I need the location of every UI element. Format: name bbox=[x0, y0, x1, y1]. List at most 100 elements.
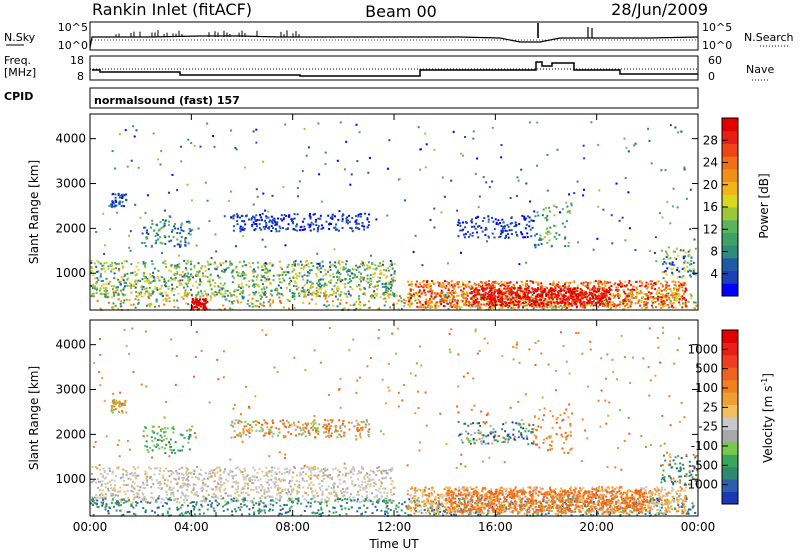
range-cell bbox=[584, 293, 587, 296]
range-cell bbox=[689, 293, 692, 296]
range-cell bbox=[364, 303, 367, 306]
range-cell bbox=[658, 212, 661, 215]
range-cell bbox=[597, 285, 600, 288]
range-cell bbox=[421, 264, 424, 267]
range-cell bbox=[429, 306, 432, 309]
range-cell bbox=[205, 307, 208, 310]
range-cell bbox=[214, 282, 217, 285]
range-cell bbox=[473, 297, 476, 299]
range-cell bbox=[124, 493, 127, 496]
range-cell bbox=[618, 303, 621, 306]
range-cell bbox=[490, 304, 493, 307]
range-cell bbox=[243, 260, 246, 263]
range-cell bbox=[206, 199, 209, 202]
range-cell bbox=[486, 295, 489, 298]
range-cell bbox=[252, 280, 255, 282]
range-cell bbox=[278, 274, 280, 277]
range-cell bbox=[483, 288, 485, 291]
range-cell bbox=[512, 300, 514, 303]
range-cell bbox=[304, 491, 306, 494]
range-cell bbox=[507, 302, 510, 304]
range-cell bbox=[183, 274, 186, 277]
range-cell bbox=[276, 498, 279, 501]
range-cell bbox=[629, 305, 632, 308]
range-cell bbox=[422, 280, 425, 282]
range-cell bbox=[223, 215, 226, 218]
range-cell bbox=[521, 283, 524, 286]
range-cell bbox=[327, 295, 330, 298]
range-cell bbox=[329, 217, 332, 220]
range-cell bbox=[430, 294, 433, 297]
range-cell bbox=[538, 238, 541, 241]
range-cell bbox=[246, 473, 249, 476]
range-cell bbox=[598, 303, 601, 306]
range-cell bbox=[332, 468, 335, 471]
range-cell bbox=[150, 275, 153, 278]
range-cell bbox=[195, 294, 198, 297]
range-cell bbox=[599, 294, 602, 297]
range-cell bbox=[538, 298, 541, 301]
range-cell bbox=[241, 473, 244, 476]
range-cell bbox=[613, 283, 616, 286]
range-cell bbox=[201, 486, 204, 489]
range-cell bbox=[113, 487, 116, 490]
range-cell bbox=[219, 282, 222, 285]
range-cell bbox=[91, 496, 94, 499]
range-cell bbox=[160, 150, 163, 153]
range-cell bbox=[579, 301, 581, 304]
range-cell bbox=[529, 304, 532, 307]
range-cell bbox=[509, 287, 512, 290]
range-cell bbox=[145, 477, 148, 480]
range-cell bbox=[244, 469, 246, 472]
range-cell bbox=[246, 482, 249, 485]
range-cell bbox=[153, 473, 156, 476]
range-cell bbox=[549, 301, 552, 304]
range-cell bbox=[121, 476, 124, 479]
range-cell bbox=[130, 291, 133, 294]
range-cell bbox=[351, 480, 354, 483]
range-cell bbox=[178, 262, 181, 265]
range-cell bbox=[569, 302, 572, 305]
range-cell bbox=[304, 291, 307, 294]
range-cell bbox=[90, 259, 93, 262]
range-cell bbox=[297, 195, 299, 198]
range-cell bbox=[383, 304, 386, 307]
range-cell bbox=[173, 264, 176, 267]
range-cell bbox=[254, 270, 257, 273]
range-cell bbox=[360, 500, 363, 503]
range-cell bbox=[621, 282, 624, 285]
range-cell bbox=[244, 478, 247, 481]
range-cell bbox=[673, 298, 676, 301]
range-cell bbox=[163, 303, 166, 306]
range-cell bbox=[609, 308, 612, 310]
range-cell bbox=[365, 495, 368, 498]
range-cell bbox=[328, 476, 331, 479]
range-cell bbox=[292, 218, 295, 221]
range-cell bbox=[200, 500, 203, 502]
range-cell bbox=[346, 216, 349, 219]
range-cell bbox=[256, 261, 259, 264]
range-cell bbox=[181, 279, 184, 282]
range-cell bbox=[168, 220, 170, 223]
range-cell bbox=[504, 294, 507, 297]
range-cell bbox=[413, 292, 416, 295]
range-cell bbox=[672, 306, 675, 309]
range-cell bbox=[362, 276, 365, 279]
range-cell bbox=[227, 494, 230, 497]
range-cell bbox=[90, 472, 93, 475]
range-cell bbox=[312, 468, 315, 471]
range-cell bbox=[617, 286, 619, 289]
range-cell bbox=[114, 291, 117, 294]
range-cell bbox=[205, 471, 207, 474]
range-cell bbox=[524, 297, 527, 300]
range-cell bbox=[525, 182, 528, 185]
range-cell bbox=[675, 299, 678, 302]
range-cell bbox=[372, 478, 375, 481]
range-cell bbox=[640, 300, 643, 303]
range-cell bbox=[664, 294, 667, 297]
range-cell bbox=[98, 289, 101, 292]
range-cell bbox=[168, 475, 171, 478]
range-cell bbox=[390, 470, 393, 473]
noise-panel: N.Sky 10^5 10^0 10^5 10^0 N.Search bbox=[4, 21, 794, 52]
range-cell bbox=[120, 276, 123, 279]
